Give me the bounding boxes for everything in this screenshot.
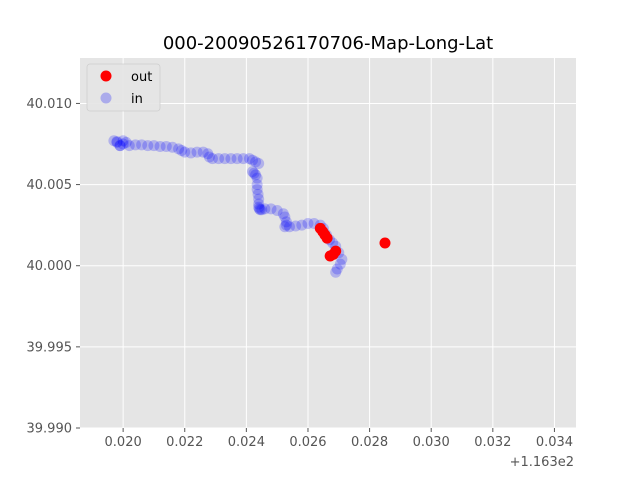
legend-label-in: in (131, 92, 143, 107)
point-in (271, 205, 283, 217)
point-in (243, 153, 255, 165)
point-in (336, 253, 348, 265)
x-tick-label: 0.020 (105, 435, 142, 450)
point-in (296, 219, 308, 231)
point-in (111, 136, 123, 148)
point-in (206, 153, 218, 165)
point-in (120, 136, 132, 148)
point-in (213, 153, 225, 165)
point-in (283, 221, 295, 233)
point-in (279, 221, 291, 233)
series-out-points (314, 222, 391, 262)
point-in (142, 140, 154, 152)
point-in (331, 263, 343, 275)
point-in (160, 140, 172, 152)
point-in (176, 145, 188, 156)
point-in (330, 266, 342, 278)
point-in (111, 136, 123, 148)
point-in (114, 140, 126, 152)
y-tick-label: 40.010 (27, 97, 73, 112)
point-in (251, 172, 263, 184)
x-tick-label: 0.034 (536, 435, 573, 450)
y-axis-ticks: 39.990 39.995 40.000 40.005 40.010 (27, 97, 80, 437)
point-in (251, 183, 263, 195)
grid-lines (80, 58, 576, 429)
x-tick-label: 0.022 (166, 435, 203, 450)
point-in (256, 204, 268, 216)
point-in (253, 203, 265, 215)
point-in (247, 154, 259, 166)
point-in (252, 188, 264, 200)
point-in (302, 218, 314, 230)
y-tick-label: 40.000 (27, 259, 73, 274)
legend-label-out: out (131, 70, 152, 85)
legend-marker-out (100, 70, 112, 82)
point-in (191, 146, 203, 158)
point-in (123, 140, 135, 152)
point-in (279, 211, 291, 223)
point-in (231, 153, 243, 165)
x-tick-label: 0.030 (413, 435, 450, 450)
point-in (259, 203, 271, 215)
x-tick-label: 0.032 (474, 435, 511, 450)
point-in (173, 143, 185, 155)
x-tick-label: 0.026 (289, 435, 326, 450)
point-in (202, 148, 214, 160)
legend-marker-in (100, 92, 112, 104)
point-in (203, 151, 215, 163)
point-in (117, 138, 129, 150)
point-in (136, 139, 148, 151)
point-in (179, 146, 191, 158)
point-out (379, 237, 391, 249)
point-in (253, 198, 265, 210)
point-in (250, 169, 262, 181)
point-in (290, 220, 302, 232)
y-tick-label: 39.990 (27, 422, 73, 437)
x-tick-label: 0.024 (228, 435, 265, 450)
point-in (247, 166, 259, 178)
point-out (321, 232, 333, 244)
point-in (265, 203, 277, 215)
point-in (237, 153, 249, 165)
x-offset-label: +1.163e2 (510, 455, 574, 470)
point-in (148, 140, 160, 152)
point-in (254, 204, 266, 216)
point-in (253, 193, 265, 205)
legend: out in (86, 63, 161, 112)
point-in (185, 147, 197, 159)
point-in (197, 146, 209, 158)
point-in (280, 219, 292, 231)
point-in (334, 258, 346, 270)
point-in (219, 153, 231, 165)
point-in (108, 135, 120, 147)
point-in (154, 140, 166, 152)
chart-title: 000-20090526170706-Map-Long-Lat (163, 33, 493, 54)
point-in (280, 216, 292, 228)
y-tick-label: 40.005 (27, 178, 73, 193)
x-axis-ticks: 0.020 0.022 0.024 0.026 0.028 0.030 0.032 0.034 (105, 428, 573, 450)
point-in (251, 179, 263, 191)
point-in (117, 135, 129, 147)
point-in (248, 167, 260, 179)
point-in (253, 157, 265, 169)
point-in (114, 140, 126, 152)
point-in (250, 156, 262, 168)
point-in (225, 153, 237, 165)
point-in (253, 201, 265, 213)
x-tick-label: 0.028 (351, 435, 388, 450)
y-tick-label: 39.995 (27, 340, 73, 355)
point-in (277, 208, 289, 220)
point-in (129, 139, 141, 151)
point-in (166, 141, 178, 153)
point-out (327, 248, 339, 260)
